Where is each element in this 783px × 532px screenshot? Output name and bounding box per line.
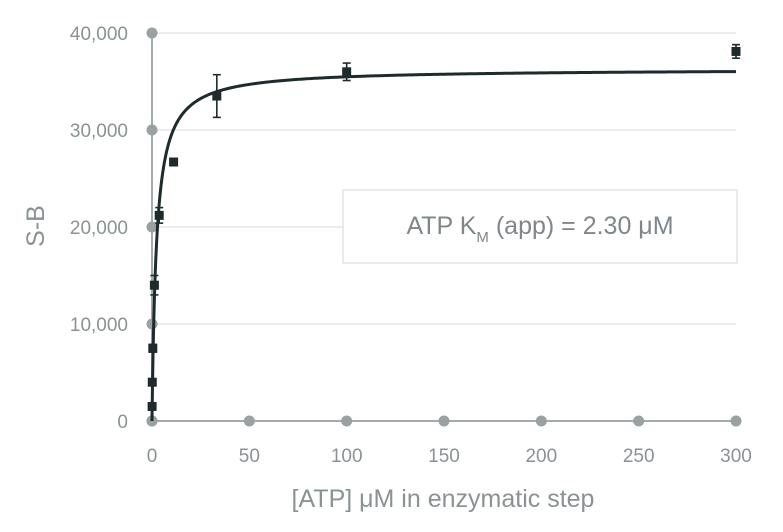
- y-tick-label: 40,000: [70, 24, 128, 45]
- x-tick-label: 200: [525, 446, 557, 467]
- fit-curve: [150, 70, 737, 421]
- data-point: [147, 377, 157, 387]
- point-marker: [169, 157, 179, 167]
- point-marker: [147, 377, 157, 387]
- x-tick-label: 100: [331, 446, 363, 467]
- y-axis-label: S-B: [22, 205, 50, 247]
- x-tick-label: 250: [623, 446, 655, 467]
- x-tick-dot: [730, 415, 742, 427]
- y-tick-dot: [146, 124, 158, 136]
- x-tick-dot: [438, 415, 450, 427]
- point-marker: [147, 401, 157, 411]
- annotation-box: ATP KM (app) = 2.30 μM: [342, 189, 738, 264]
- point-marker: [731, 46, 741, 56]
- y-tick-label: 30,000: [70, 121, 128, 142]
- y-tick-dot: [146, 221, 158, 233]
- data-point: [148, 343, 158, 353]
- y-tick-label: 0: [117, 412, 128, 433]
- grid-lines: [152, 32, 736, 325]
- x-tick-dot: [535, 415, 547, 427]
- y-ticks: 0 10,000 20,000 30,000 40,000: [70, 24, 158, 433]
- y-tick-label: 10,000: [70, 315, 128, 336]
- data-point: [154, 206, 164, 224]
- point-marker: [212, 91, 222, 101]
- data-point: [212, 73, 222, 119]
- data-point: [149, 274, 159, 296]
- x-tick-label: 150: [428, 446, 460, 467]
- y-tick-dot: [146, 318, 158, 330]
- point-marker: [148, 343, 158, 353]
- x-tick-label: 300: [720, 446, 752, 467]
- x-tick-dot: [243, 415, 255, 427]
- data-point: [169, 157, 179, 167]
- x-axis-label: [ATP] μM in enzymatic step: [292, 485, 595, 513]
- y-tick-dot: [146, 27, 158, 39]
- x-tick-dot: [341, 415, 353, 427]
- data-point: [147, 401, 157, 411]
- y-tick-label: 20,000: [70, 218, 128, 239]
- x-tick-dot: [633, 415, 645, 427]
- x-tick-label: 0: [147, 446, 158, 467]
- km-annotation: ATP KM (app) = 2.30 μM: [406, 212, 673, 246]
- point-marker: [149, 280, 159, 290]
- point-marker: [342, 67, 352, 77]
- point-marker: [154, 210, 164, 220]
- x-ticks: 0 50 100 150 200 250 300: [146, 415, 752, 467]
- data-point: [731, 43, 741, 60]
- data-point: [342, 62, 352, 82]
- data-points: [147, 43, 741, 411]
- x-tick-label: 50: [239, 446, 260, 467]
